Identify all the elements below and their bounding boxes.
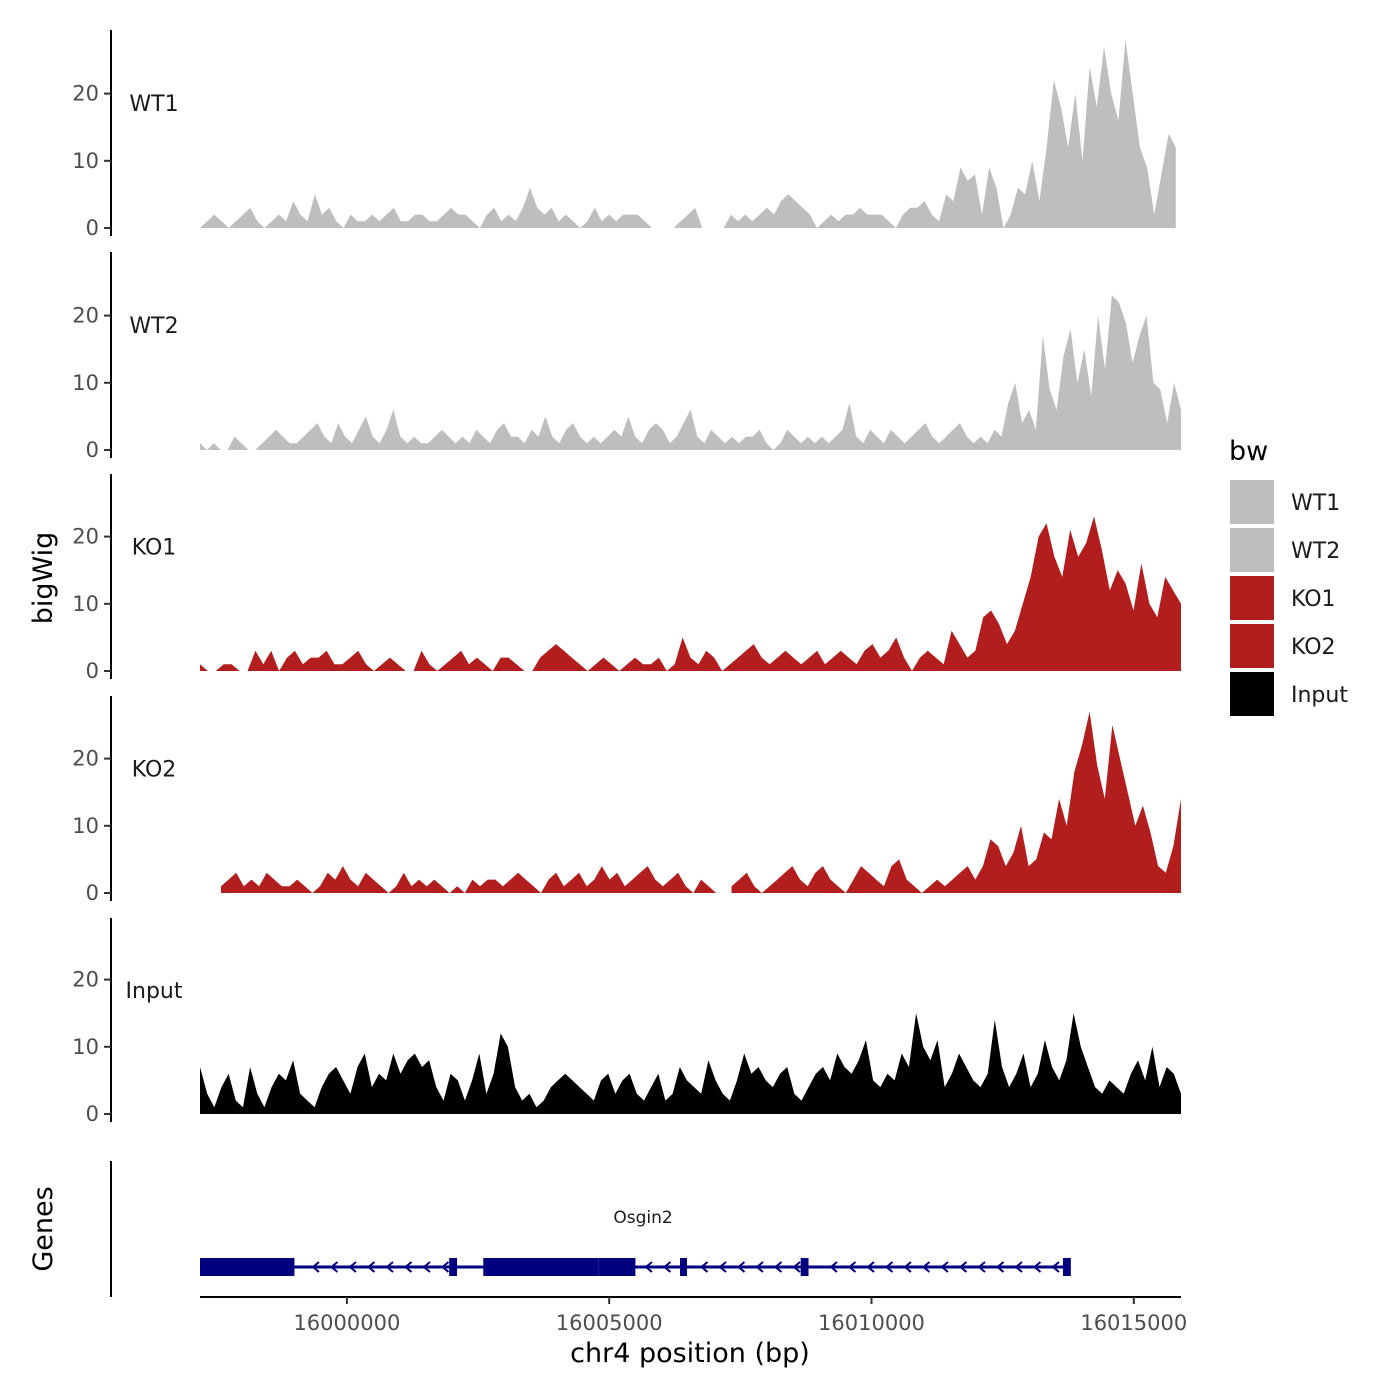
y-tick-label: 0: [86, 881, 99, 905]
area-wt1: [673, 207, 703, 228]
strand-arrow: [1014, 1261, 1023, 1273]
y-tick-label: 0: [86, 1102, 99, 1126]
y-tick-label: 0: [86, 659, 99, 683]
strand-arrow: [366, 1261, 376, 1273]
gene-exon: [449, 1258, 458, 1276]
track-label-ko1: KO1: [132, 536, 177, 561]
strand-arrow: [736, 1261, 746, 1273]
legend-swatch-ko1: [1230, 576, 1274, 620]
strand-arrow: [995, 1261, 1005, 1273]
y-tick-label: 20: [72, 304, 99, 328]
gene-exon: [680, 1258, 688, 1276]
track-label-wt2: WT2: [129, 314, 178, 339]
strand-arrow: [329, 1261, 339, 1273]
gene-exon: [200, 1258, 295, 1276]
strand-arrow: [884, 1261, 894, 1273]
y-tick-label: 20: [72, 968, 99, 992]
x-tick-label: 16010000: [818, 1311, 925, 1335]
y-tick-label: 10: [72, 149, 99, 173]
gene-exon: [598, 1258, 636, 1276]
area-input: [200, 1013, 1181, 1114]
legend-label-wt1: WT1: [1291, 491, 1340, 516]
area-ko2: [731, 711, 1181, 893]
gene-exon: [800, 1258, 809, 1276]
signal-tracks: 0 10 20 WT1 0 10 20 WT2 0 10 20 KO1 0 10 20 KO2 0 10 20 Inp…: [72, 30, 1181, 1126]
strand-arrow: [440, 1261, 450, 1273]
strand-arrow: [403, 1261, 413, 1273]
strand-arrow: [718, 1261, 727, 1273]
strand-arrow: [792, 1261, 801, 1273]
area-wt1: [200, 187, 652, 228]
y-tick-label: 0: [86, 216, 99, 240]
track-label-wt1: WT1: [129, 92, 178, 117]
y-tick-label: 0: [86, 438, 99, 462]
x-axis: chr4 position (bp) 16000000 16005000 16010…: [200, 1296, 1187, 1369]
area-ko2: [220, 866, 717, 893]
gene-exon: [1062, 1258, 1071, 1276]
strand-arrow: [662, 1261, 672, 1273]
track-wt2: 0 10 20 WT2: [72, 252, 1181, 462]
y-tick-label: 10: [72, 371, 99, 395]
x-tick-label: 16005000: [556, 1311, 663, 1335]
strand-arrow: [348, 1261, 357, 1273]
legend-swatch-wt1: [1230, 480, 1274, 524]
legend-title: bw: [1229, 436, 1268, 467]
legend-label-ko1: KO1: [1291, 587, 1336, 612]
strand-arrow: [644, 1261, 653, 1273]
strand-arrow: [847, 1261, 857, 1273]
strand-arrow: [1051, 1261, 1060, 1273]
strand-arrow: [958, 1261, 968, 1273]
legend: bw WT1 WT2 KO1 KO2 Input: [1229, 436, 1348, 716]
strand-arrow: [699, 1261, 709, 1273]
strand-arrow: [385, 1261, 394, 1273]
y-axis-title: bigWig: [28, 532, 59, 625]
gene-track-y-title: Genes: [28, 1186, 59, 1271]
track-ko1: 0 10 20 KO1: [72, 474, 1181, 683]
track-ko2: 0 10 20 KO2: [72, 696, 1181, 905]
legend-label-input: Input: [1291, 683, 1348, 708]
y-tick-label: 10: [72, 1035, 99, 1059]
area-wt1: [723, 39, 1176, 228]
strand-arrow: [422, 1261, 431, 1273]
strand-arrow: [829, 1261, 838, 1273]
strand-arrow: [1032, 1261, 1042, 1273]
x-axis-title: chr4 position (bp): [570, 1338, 810, 1369]
strand-arrow: [921, 1261, 931, 1273]
strand-arrow: [755, 1261, 764, 1273]
track-input: 0 10 20 Input: [72, 918, 1181, 1126]
track-label-ko2: KO2: [132, 758, 177, 783]
track-wt1: 0 10 20 WT1: [72, 30, 1176, 240]
strand-arrow: [940, 1261, 949, 1273]
y-tick-label: 20: [72, 525, 99, 549]
strand-arrow: [866, 1261, 875, 1273]
y-tick-label: 10: [72, 814, 99, 838]
area-ko1: [200, 516, 1181, 671]
strand-arrow: [903, 1261, 912, 1273]
y-tick-label: 20: [72, 747, 99, 771]
legend-swatch-wt2: [1230, 528, 1274, 572]
gene-track: Genes Osgin2: [28, 1161, 1071, 1297]
y-tick-label: 10: [72, 592, 99, 616]
track-label-input: Input: [126, 979, 183, 1004]
x-tick-label: 16015000: [1080, 1311, 1187, 1335]
legend-label-ko2: KO2: [1291, 635, 1336, 660]
gene-name-label: Osgin2: [613, 1208, 672, 1228]
y-tick-label: 20: [72, 82, 99, 106]
legend-swatch-input: [1230, 672, 1274, 716]
strand-arrow: [773, 1261, 783, 1273]
gene-exon: [483, 1258, 599, 1276]
legend-label-wt2: WT2: [1291, 539, 1340, 564]
x-tick-label: 16000000: [293, 1311, 400, 1335]
legend-swatch-ko2: [1230, 624, 1274, 668]
strand-arrow: [311, 1261, 320, 1273]
strand-arrow: [977, 1261, 986, 1273]
area-wt2: [200, 295, 1181, 450]
